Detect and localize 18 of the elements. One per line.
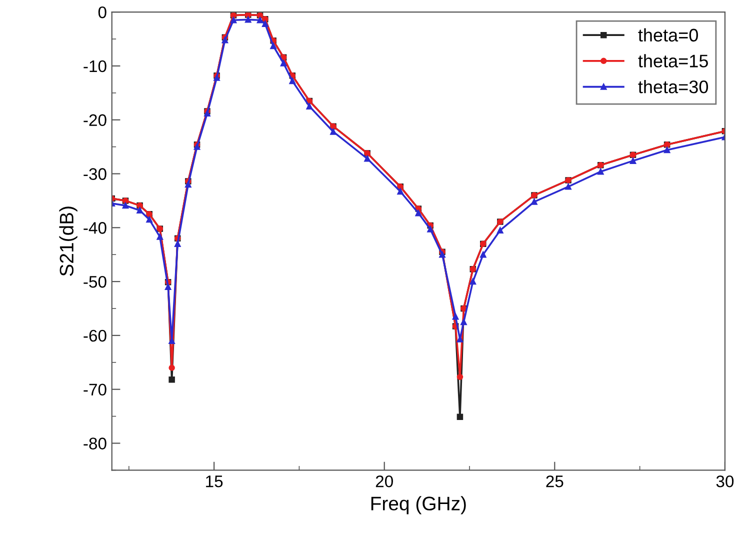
y-axis-title: S21(dB)	[59, 206, 78, 276]
x-tick-label: 25	[546, 475, 564, 488]
y-tick-label: -20	[84, 114, 106, 126]
y-tick-label: -80	[84, 438, 106, 450]
y-tick-label: 0	[98, 6, 106, 18]
x-tick-label: 15	[206, 476, 223, 488]
y-tick-label: -50	[84, 276, 106, 288]
y-tick-label: -60	[84, 330, 106, 342]
x-tick-label: 30	[716, 475, 734, 488]
legend-label: theta=30	[638, 80, 708, 94]
legend-label: theta=15	[638, 54, 708, 68]
y-tick-label: -10	[84, 60, 106, 72]
x-axis-title: Freq (GHz)	[371, 496, 466, 514]
y-tick-label: -70	[84, 384, 106, 396]
legend-label: theta=0	[638, 28, 698, 42]
y-tick-label: -30	[84, 168, 106, 180]
x-tick-label: 20	[376, 475, 393, 488]
y-tick-label: -40	[84, 222, 106, 234]
